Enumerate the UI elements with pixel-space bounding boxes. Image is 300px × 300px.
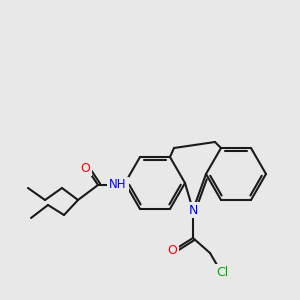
Text: O: O: [167, 244, 177, 257]
Text: N: N: [188, 203, 198, 217]
Text: O: O: [80, 161, 90, 175]
Text: Cl: Cl: [216, 266, 228, 278]
Text: NH: NH: [109, 178, 127, 191]
